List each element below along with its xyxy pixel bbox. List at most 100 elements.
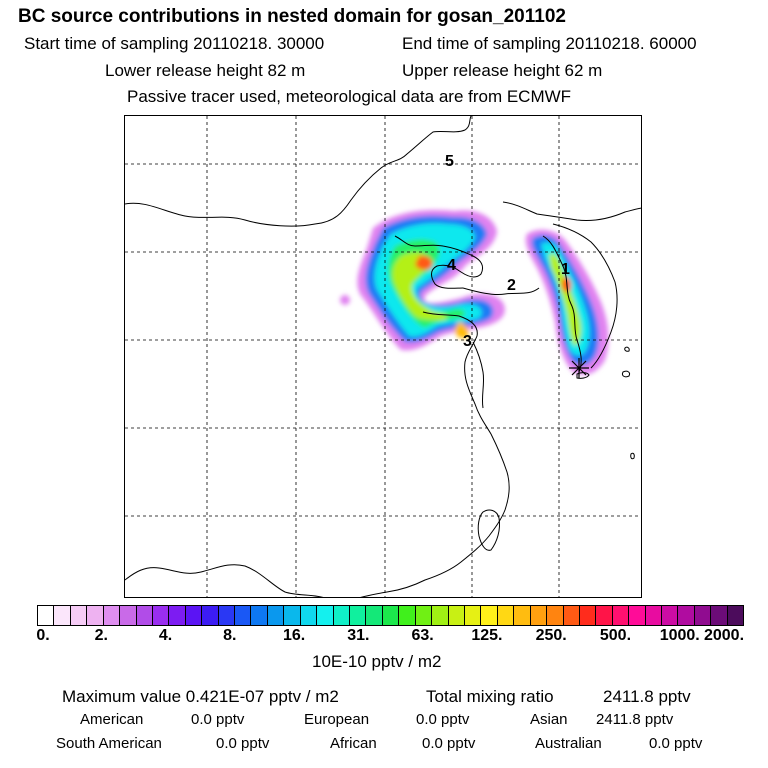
colorbar-swatch xyxy=(169,606,186,625)
source-label-4: 4 xyxy=(447,257,456,274)
asian-label: Asian xyxy=(530,711,568,728)
colorbar-tick-label: 500. xyxy=(599,627,632,644)
colorbar-swatch xyxy=(547,606,564,625)
map-panel: 5 4 2 1 3 xyxy=(124,115,642,598)
colorbar-swatch xyxy=(399,606,416,625)
colorbar-swatch xyxy=(366,606,383,625)
colorbar-swatch xyxy=(662,606,679,625)
upper-release-height: Upper release height 62 m xyxy=(402,61,603,80)
colorbar-swatch xyxy=(202,606,219,625)
latlon-grid xyxy=(125,116,641,597)
colorbar-swatch xyxy=(38,606,55,625)
coastlines xyxy=(125,116,641,597)
plume-l4 xyxy=(392,252,448,320)
american-label: American xyxy=(80,711,144,728)
colorbar-swatch xyxy=(432,606,449,625)
african-label: African xyxy=(330,735,377,752)
colorbar-swatch xyxy=(54,606,71,625)
colorbar-swatch xyxy=(300,606,318,625)
colorbar-tick-label: 250. xyxy=(535,627,567,644)
colorbar-swatch xyxy=(612,606,630,625)
island-3 xyxy=(624,346,630,352)
australian-label: Australian xyxy=(535,735,602,752)
colorbar xyxy=(37,605,744,626)
colorbar-swatch xyxy=(711,606,728,625)
colorbar-swatch xyxy=(678,606,695,625)
european-label: European xyxy=(304,711,370,728)
colorbar-tick-label: 8. xyxy=(223,627,237,644)
island-1 xyxy=(622,370,630,378)
colorbar-swatch xyxy=(317,606,334,625)
total-mixing-ratio-value: 2411.8 pptv xyxy=(603,687,691,706)
colorbar-swatch xyxy=(251,606,268,625)
colorbar-tick-label: 2000. xyxy=(703,627,745,644)
source-label-3: 3 xyxy=(463,333,472,350)
colorbar-tick-label: 31. xyxy=(347,627,370,644)
colorbar-swatch xyxy=(218,606,236,625)
colorbar-swatch xyxy=(514,606,531,625)
korea-plume-l3 xyxy=(549,253,582,346)
colorbar-tick-label: 0. xyxy=(36,627,50,644)
colorbar-swatch xyxy=(481,606,498,625)
european-value: 0.0 pptv xyxy=(416,711,470,728)
colorbar-swatch xyxy=(284,606,301,625)
taiwan xyxy=(477,509,500,551)
colorbar-tick-label: 16. xyxy=(282,627,306,644)
colorbar-swatch xyxy=(350,606,367,625)
lower-release-height: Lower release height 82 m xyxy=(105,61,306,80)
colorbar-swatch xyxy=(645,606,663,625)
colorbar-swatch xyxy=(333,606,351,625)
max-value: Maximum value 0.421E-07 pptv / m2 xyxy=(62,687,339,706)
colorbar-swatch xyxy=(415,606,433,625)
source-label-5: 5 xyxy=(445,153,454,170)
american-value: 0.0 pptv xyxy=(191,711,245,728)
plume-hot xyxy=(415,255,433,271)
korea-west-coast xyxy=(542,235,582,373)
source-label-2: 2 xyxy=(507,277,516,294)
colorbar-swatch xyxy=(530,606,548,625)
south-american-value: 0.0 pptv xyxy=(216,735,270,752)
colorbar-swatch xyxy=(136,606,153,625)
colorbar-tick-label: 4. xyxy=(158,627,173,644)
colorbar-swatch xyxy=(629,606,646,625)
island-2 xyxy=(630,452,635,460)
colorbar-units: 10E-10 pptv / m2 xyxy=(312,652,442,671)
colorbar-swatch xyxy=(87,606,104,625)
plot-title: BC source contributions in nested domain… xyxy=(18,6,566,27)
colorbar-swatch xyxy=(596,606,613,625)
colorbar-swatch xyxy=(382,606,400,625)
colorbar-tick-label: 2. xyxy=(94,627,108,644)
tracer-note: Passive tracer used, meteorological data… xyxy=(127,87,572,106)
colorbar-swatch xyxy=(70,606,88,625)
colorbar-swatch xyxy=(497,606,515,625)
start-time: Start time of sampling 20110218. 30000 xyxy=(24,34,325,53)
colorbar-tick-label: 125. xyxy=(471,627,503,644)
plume-field xyxy=(340,209,609,375)
colorbar-swatch xyxy=(120,606,137,625)
colorbar-tick-label: 1000. xyxy=(659,627,700,644)
australian-value: 0.0 pptv xyxy=(649,735,703,752)
colorbar-swatch xyxy=(103,606,121,625)
shanghai-coast xyxy=(472,341,485,409)
source-label-1: 1 xyxy=(561,261,570,278)
colorbar-swatch xyxy=(464,606,482,625)
china-mongolia-border xyxy=(125,116,472,227)
end-time: End time of sampling 20110218. 60000 xyxy=(402,34,697,53)
african-value: 0.0 pptv xyxy=(422,735,476,752)
total-mixing-ratio-label: Total mixing ratio xyxy=(426,687,554,706)
yellow-sea-coast xyxy=(360,287,540,597)
korea-east-coast xyxy=(552,223,618,369)
colorbar-swatch xyxy=(727,606,744,625)
colorbar-swatch xyxy=(235,606,252,625)
bohai-coast xyxy=(394,235,484,289)
southwest-coast xyxy=(125,564,324,597)
colorbar-tick-label: 63. xyxy=(411,627,434,644)
plume-hot2 xyxy=(454,322,469,339)
colorbar-swatch xyxy=(267,606,285,625)
map-canvas: 5 4 2 1 3 xyxy=(125,116,641,597)
colorbar-swatch xyxy=(563,606,580,625)
colorbar-swatch xyxy=(152,606,170,625)
south-american-label: South American xyxy=(56,735,162,752)
asian-value: 2411.8 pptv xyxy=(596,711,674,728)
colorbar-swatch xyxy=(579,606,597,625)
